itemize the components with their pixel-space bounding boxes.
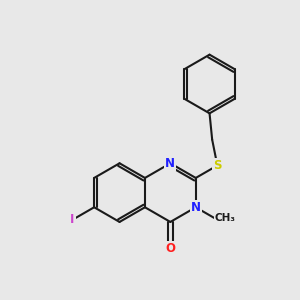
Text: I: I [70, 213, 75, 226]
Text: N: N [191, 201, 201, 214]
Text: O: O [165, 242, 176, 255]
Text: N: N [165, 157, 176, 170]
Text: CH₃: CH₃ [215, 213, 236, 223]
Text: S: S [213, 159, 222, 172]
